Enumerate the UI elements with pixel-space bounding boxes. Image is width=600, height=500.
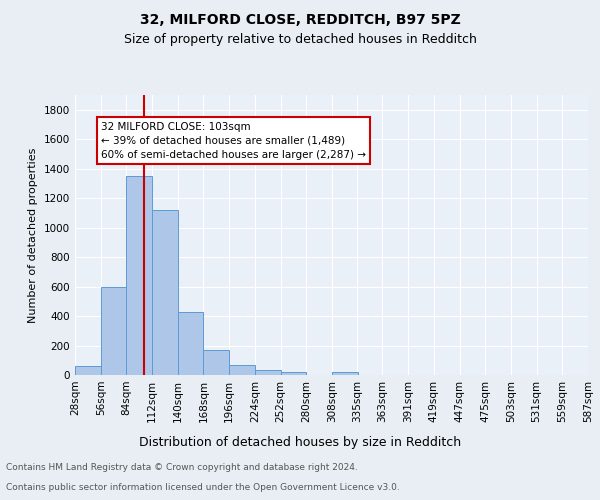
- Text: Contains HM Land Registry data © Crown copyright and database right 2024.: Contains HM Land Registry data © Crown c…: [6, 464, 358, 472]
- Bar: [332, 372, 358, 375]
- Bar: [127, 176, 152, 375]
- Bar: [229, 366, 255, 375]
- Text: 32, MILFORD CLOSE, REDDITCH, B97 5PZ: 32, MILFORD CLOSE, REDDITCH, B97 5PZ: [140, 12, 460, 26]
- Bar: [75, 366, 101, 375]
- Y-axis label: Number of detached properties: Number of detached properties: [28, 148, 38, 322]
- Text: 32 MILFORD CLOSE: 103sqm
← 39% of detached houses are smaller (1,489)
60% of sem: 32 MILFORD CLOSE: 103sqm ← 39% of detach…: [101, 122, 365, 160]
- Bar: [281, 372, 306, 375]
- Bar: [152, 210, 178, 375]
- Text: Contains public sector information licensed under the Open Government Licence v3: Contains public sector information licen…: [6, 484, 400, 492]
- Bar: [255, 370, 281, 375]
- Text: Size of property relative to detached houses in Redditch: Size of property relative to detached ho…: [124, 32, 476, 46]
- Bar: [101, 286, 127, 375]
- Bar: [203, 350, 229, 375]
- Text: Distribution of detached houses by size in Redditch: Distribution of detached houses by size …: [139, 436, 461, 449]
- Bar: [178, 312, 203, 375]
